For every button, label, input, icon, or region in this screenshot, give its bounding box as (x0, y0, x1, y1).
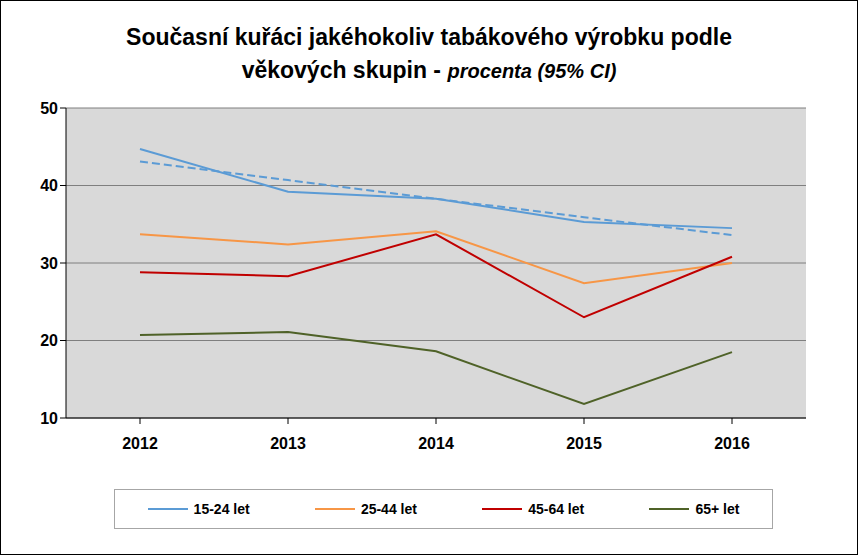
svg-text:10: 10 (40, 410, 58, 427)
svg-text:40: 40 (40, 177, 58, 194)
svg-text:20: 20 (40, 332, 58, 349)
svg-text:2012: 2012 (122, 435, 158, 452)
html-text:65+ let: 65+ let (695, 501, 740, 517)
svg-text:2014: 2014 (418, 435, 454, 452)
html-text:45-64 let: 45-64 let (528, 501, 585, 517)
svg-text:30: 30 (40, 255, 58, 272)
svg-text:2013: 2013 (270, 435, 306, 452)
html-text:25-44 let: 25-44 let (360, 501, 417, 517)
svg-text:50: 50 (40, 100, 58, 117)
svg-text:2015: 2015 (566, 435, 602, 452)
html-text:Současní kuřáci jakéhokoliv ta: Současní kuřáci jakéhokoliv tabákového v… (126, 24, 732, 83)
svg-text:2016: 2016 (714, 435, 750, 452)
html-text:15-24 let: 15-24 let (193, 501, 250, 517)
